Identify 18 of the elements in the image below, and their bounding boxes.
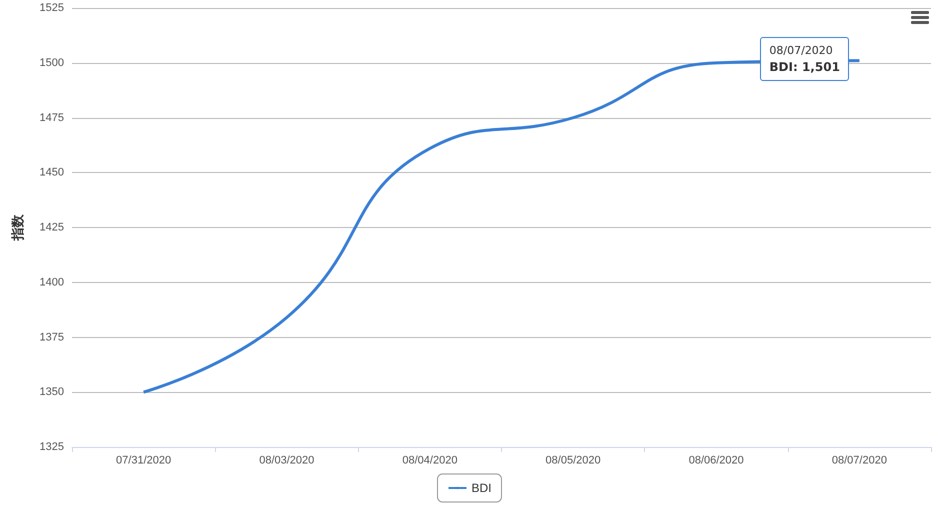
y-tick-label: 1450 [40, 166, 64, 179]
y-tick-label: 1325 [40, 441, 64, 453]
y-tick-label: 1375 [40, 331, 64, 344]
y-tick-label: 1350 [40, 386, 64, 398]
y-tick-label: 1475 [40, 112, 64, 124]
y-tick-label: 1525 [40, 2, 64, 14]
y-tick-label: 1500 [40, 56, 64, 69]
annotation: 08/07/2020 BDI: 1,501 [769, 42, 840, 75]
x-tick-label: 08/04/2020 [402, 454, 458, 466]
y-tick-label: 1400 [40, 276, 64, 288]
x-tick-label: 07/31/2020 [116, 454, 172, 466]
x-tick-label: 08/03/2020 [259, 454, 314, 466]
x-tick-label: 08/06/2020 [688, 454, 744, 466]
y-tick-label: 1425 [40, 222, 64, 234]
x-tick-label: 08/07/2020 [832, 454, 887, 466]
legend-label: BDI [472, 481, 492, 495]
y-axis-title: 指数 [10, 214, 25, 242]
x-tick-label: 08/05/2020 [546, 454, 601, 466]
